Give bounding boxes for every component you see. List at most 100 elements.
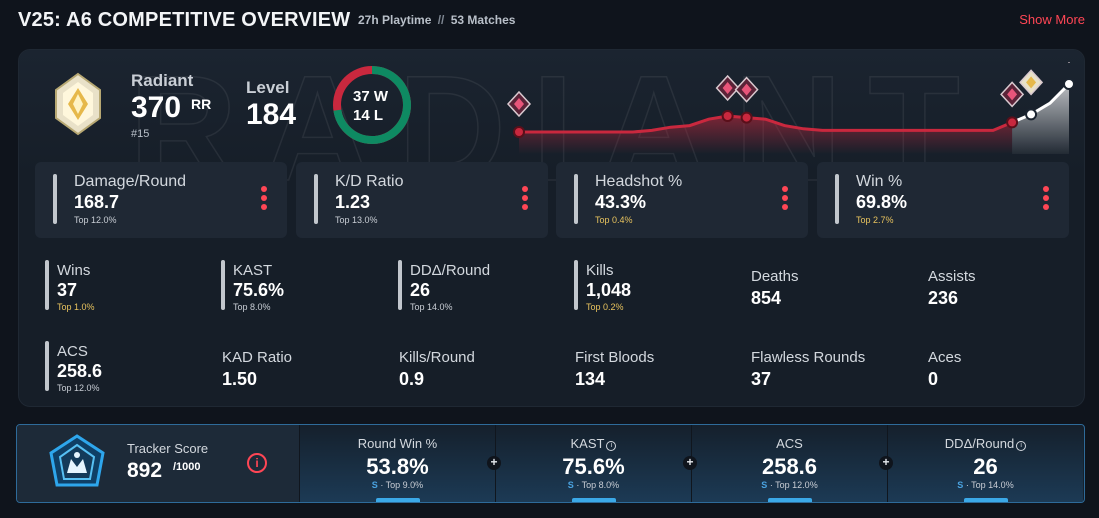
tracker-cell-label: KAST i <box>496 436 691 451</box>
trend-point[interactable] <box>740 111 753 124</box>
stat-percentile: Top 0.4% <box>595 215 633 225</box>
info-icon[interactable]: i <box>1016 441 1027 451</box>
rank-name: Radiant <box>131 71 194 90</box>
stat-value: 1.23 <box>335 192 371 212</box>
stat-deaths: Deaths 854 <box>749 256 919 312</box>
tracker-cell-percentile: · Top 9.0% <box>380 480 424 490</box>
level-label: Level <box>246 78 290 97</box>
stat-label: Aces <box>928 349 962 366</box>
stat-accent-bar <box>53 174 57 224</box>
tracker-score-max: /1000 <box>173 461 201 473</box>
stat-flawless-rounds: Flawless Rounds 37 <box>749 337 919 393</box>
kebab-menu-icon[interactable] <box>522 186 528 212</box>
stat-card-damage-round[interactable]: Damage/Round 168.7 Top 12.0% <box>35 162 287 238</box>
stat-accent-bar <box>45 341 49 391</box>
tracker-cell-percentile: · Top 14.0% <box>965 480 1014 490</box>
leaderboard-position: #15 <box>131 128 150 140</box>
tracker-cell-rank: S · Top 14.0% <box>888 480 1083 490</box>
stat-accent-bar <box>221 260 225 310</box>
win-loss-ring <box>333 66 411 144</box>
matches-text: 53 Matches <box>450 13 516 27</box>
stat-label: Assists <box>928 268 976 285</box>
tracker-score-summary: Tracker Score 892 /1000 i <box>17 425 299 502</box>
stat-label: KAD Ratio <box>222 349 293 366</box>
stat-first-bloods: First Bloods 134 <box>573 337 743 393</box>
immortal-rank-icon <box>506 90 532 118</box>
stat-label: Deaths <box>751 268 799 285</box>
trend-area <box>519 116 1013 154</box>
tracker-cell-rank: S · Top 9.0% <box>300 480 495 490</box>
stat-card-win-pct[interactable]: Win % 69.8% Top 2.7% <box>817 162 1069 238</box>
tracker-cell-percentile: · Top 8.0% <box>576 480 620 490</box>
tracker-cell-label-text: ACS <box>776 436 803 451</box>
stat-kast: KAST 75.6% Top 8.0% <box>213 256 383 312</box>
stat-wins: Wins 37 Top 1.0% <box>37 256 207 312</box>
plus-icon: + <box>487 456 501 470</box>
stat-accent-bar <box>574 174 578 224</box>
kebab-menu-icon[interactable] <box>782 186 788 212</box>
trend-point[interactable] <box>1025 108 1038 121</box>
meta-separator: // <box>437 13 445 27</box>
trend-point[interactable] <box>721 110 734 122</box>
tracker-score-bar: Tracker Score 892 /1000 i Round Win % 53… <box>16 424 1085 503</box>
tracker-score-value: 892 <box>127 459 163 482</box>
grade-badge: S <box>567 480 574 490</box>
stat-label: First Bloods <box>575 349 655 366</box>
stat-label: Kills <box>586 262 614 279</box>
stat-value: 75.6% <box>233 280 285 300</box>
tracker-cell-label: DDΔ/Round i <box>888 436 1083 451</box>
stat-value: 258.6 <box>57 361 103 381</box>
stat-kills-round: Kills/Round 0.9 <box>397 337 567 393</box>
stat-value: 43.3% <box>595 192 647 212</box>
grade-badge: S <box>371 480 378 490</box>
stat-assists: Assists 236 <box>926 256 1084 312</box>
stat-accent-bar <box>398 260 402 310</box>
kebab-menu-icon[interactable] <box>261 186 267 212</box>
playtime-text: 27h Playtime <box>358 13 432 27</box>
tracker-cell-label-text: Round Win % <box>357 436 438 451</box>
stat-percentile: Top 0.2% <box>586 302 624 312</box>
stat-label: Headshot % <box>595 173 683 190</box>
stat-value: 37 <box>57 280 78 300</box>
rank-trend-chart <box>506 62 1075 154</box>
stat-value: 168.7 <box>74 192 120 212</box>
stat-accent-bar <box>45 260 49 310</box>
show-more-link[interactable]: Show More <box>1019 12 1085 27</box>
tracker-cell-percentile: · Top 12.0% <box>769 480 818 490</box>
stat-percentile: Top 14.0% <box>410 302 453 312</box>
info-icon[interactable]: i <box>247 453 267 473</box>
stat-percentile: Top 12.0% <box>74 215 117 225</box>
trend-point[interactable] <box>1063 78 1075 90</box>
trend-area <box>1012 84 1069 154</box>
tracker-cell-indicator <box>376 498 420 502</box>
stat-value: 26 <box>410 280 431 300</box>
trend-line-recent <box>1011 82 1071 124</box>
stat-percentile: Top 1.0% <box>57 302 95 312</box>
tracker-cell-indicator <box>572 498 616 502</box>
kebab-menu-icon[interactable] <box>1043 186 1049 212</box>
immortal-rank-icon <box>1000 81 1025 108</box>
stat-value: 0.9 <box>399 369 425 389</box>
stat-card-kd-ratio[interactable]: K/D Ratio 1.23 Top 13.0% <box>296 162 548 238</box>
trend-point[interactable] <box>513 126 525 138</box>
stat-accent-bar <box>314 174 318 224</box>
tracker-cell-indicator <box>964 498 1008 502</box>
tracker-score-icon <box>49 434 105 487</box>
trend-line <box>519 114 1013 134</box>
rank-rating-value: 370 <box>131 91 182 124</box>
rank-hero: RADIANT Radiant 370 RR #15 Level 184 37 … <box>19 50 1084 213</box>
stat-value: 236 <box>928 288 959 308</box>
tracker-cell-value: 258.6 <box>761 454 818 479</box>
stat-label: K/D Ratio <box>335 173 404 190</box>
tracker-cell-value: 26 <box>973 454 998 479</box>
immortal-rank-icon <box>734 76 759 103</box>
trend-point[interactable] <box>1006 116 1019 129</box>
stat-card-headshot[interactable]: Headshot % 43.3% Top 0.4% <box>556 162 808 238</box>
info-icon[interactable]: i <box>606 441 617 451</box>
tracker-cell-label: Round Win % <box>300 436 495 451</box>
tracker-cell-acs: ACS 258.6 S · Top 12.0% <box>691 425 887 502</box>
stat-dd-round: DDΔ/Round 26 Top 14.0% <box>390 256 560 312</box>
radiant-rank-icon <box>55 72 101 136</box>
losses-count: 14 L <box>353 107 384 124</box>
stat-aces: Aces 0 <box>926 337 1084 393</box>
